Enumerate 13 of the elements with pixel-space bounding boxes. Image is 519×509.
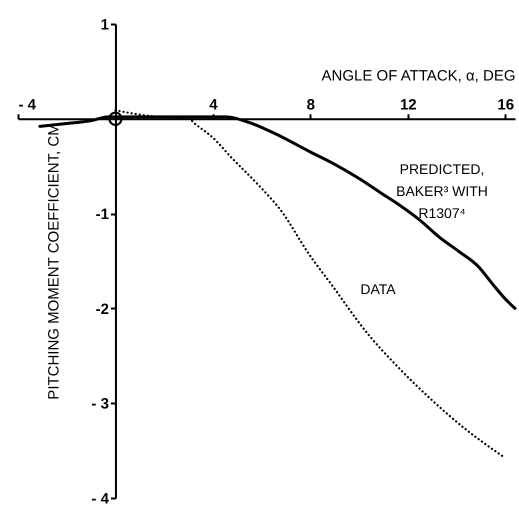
annotation: PREDICTED, BAKER³ WITH R1307⁴ bbox=[396, 161, 488, 221]
annotation: DATA bbox=[360, 281, 396, 297]
x-tick-label: 4 bbox=[209, 96, 218, 114]
x-tick-label: 12 bbox=[400, 96, 417, 114]
x-tick-label: - 4 bbox=[18, 96, 37, 114]
y-tick-label: -1 bbox=[96, 206, 109, 224]
y-tick-label: -2 bbox=[96, 300, 109, 318]
y-tick-label: 1 bbox=[100, 16, 109, 34]
y-tick-label: - 4 bbox=[91, 490, 110, 508]
y-tick-label: - 3 bbox=[91, 396, 109, 413]
x-axis-title: ANGLE OF ATTACK, α, DEG bbox=[322, 67, 516, 84]
x-tick-label: 8 bbox=[306, 96, 316, 114]
x-tick-label: 16 bbox=[497, 96, 514, 114]
